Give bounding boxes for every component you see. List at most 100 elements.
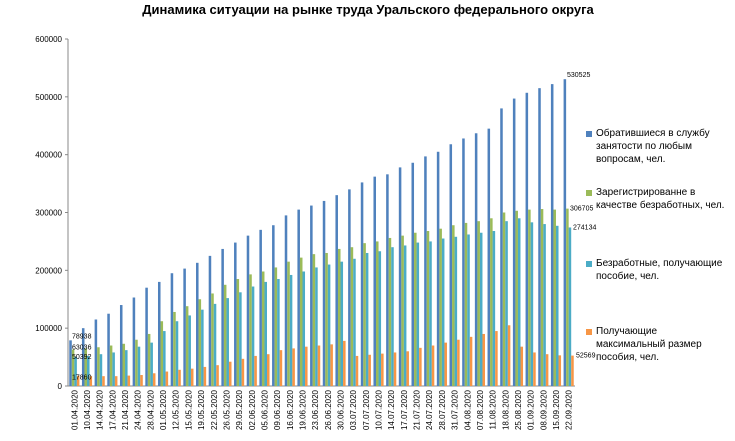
bar xyxy=(71,349,75,386)
data-label: 274134 xyxy=(573,224,596,231)
bar xyxy=(444,342,447,386)
bar xyxy=(241,358,245,386)
bar xyxy=(69,340,72,386)
bar xyxy=(226,298,229,386)
bar xyxy=(419,347,422,386)
bar xyxy=(228,361,232,386)
chart-title: Динамика ситуации на рынке труда Уральск… xyxy=(142,2,594,17)
legend-item: Зарегистрированне в качестве безработных… xyxy=(586,186,726,212)
y-tick-label: 500000 xyxy=(35,93,62,102)
x-tick-label: 21.04.2020 xyxy=(121,389,130,430)
bar xyxy=(173,311,176,386)
bar xyxy=(533,352,536,386)
bar xyxy=(74,356,77,386)
bar xyxy=(355,355,359,386)
bar xyxy=(512,98,516,387)
x-tick-label: 08.09.2020 xyxy=(539,389,548,430)
y-tick-label: 200000 xyxy=(35,266,62,275)
bar xyxy=(520,346,524,386)
bar xyxy=(109,345,113,386)
bar xyxy=(452,225,455,386)
bar xyxy=(310,205,313,386)
bar xyxy=(378,251,382,386)
bar xyxy=(203,366,207,386)
bar xyxy=(274,267,278,386)
bar xyxy=(507,325,511,386)
bar xyxy=(368,354,371,386)
bar xyxy=(127,375,131,386)
bar xyxy=(289,274,293,386)
bar xyxy=(97,347,100,386)
bar xyxy=(414,232,417,386)
data-label: 50392 xyxy=(72,354,92,361)
bar xyxy=(175,321,179,386)
x-tick-label: 17.04.2020 xyxy=(108,389,117,430)
x-tick-label: 16.06.2020 xyxy=(286,389,295,430)
bar xyxy=(163,331,166,386)
x-tick-label: 22.09.2020 xyxy=(565,389,574,430)
bar xyxy=(259,229,262,386)
bar xyxy=(502,212,506,386)
bar xyxy=(198,299,202,386)
y-tick-label: 0 xyxy=(58,382,63,391)
data-label: 17860 xyxy=(72,375,92,382)
bar xyxy=(261,271,265,386)
x-tick-label: 10.07.2020 xyxy=(375,389,384,430)
bar xyxy=(246,235,250,386)
bar xyxy=(94,319,98,386)
bar xyxy=(201,309,204,386)
x-tick-label: 23.06.2020 xyxy=(311,389,320,430)
bar xyxy=(449,144,453,386)
bar xyxy=(495,331,498,386)
bar xyxy=(464,222,468,386)
bar xyxy=(568,227,572,386)
bar xyxy=(297,209,300,386)
bar xyxy=(353,258,356,386)
bar xyxy=(563,79,567,386)
legend-item: Получающие максимальный размер пособия, … xyxy=(586,325,726,364)
bar xyxy=(401,235,404,386)
bar xyxy=(107,313,110,386)
bar xyxy=(330,344,333,386)
data-label: 530525 xyxy=(567,72,590,79)
bar xyxy=(540,209,544,386)
x-tick-label: 15.05.2020 xyxy=(184,389,193,430)
bar xyxy=(525,92,529,386)
bar xyxy=(376,241,379,386)
bar xyxy=(500,108,503,387)
x-tick-label: 07.07.2020 xyxy=(362,389,371,430)
data-label: 52569 xyxy=(576,353,596,360)
bar xyxy=(284,215,288,386)
bar xyxy=(424,156,427,386)
x-tick-label: 14.07.2020 xyxy=(387,389,396,430)
x-tick-label: 30.06.2020 xyxy=(337,389,346,430)
y-tick-label: 300000 xyxy=(35,209,62,218)
x-tick-label: 01.04.2020 xyxy=(70,389,79,430)
legend-label: Безработные, получающие пособие, чел. xyxy=(596,258,723,282)
bar xyxy=(299,257,303,386)
bar xyxy=(490,218,493,386)
x-tick-label: 01.05.2020 xyxy=(159,389,168,430)
bar xyxy=(266,354,270,386)
bar xyxy=(190,368,194,386)
bar xyxy=(315,267,318,386)
x-tick-label: 19.05.2020 xyxy=(197,389,206,430)
bar xyxy=(348,189,351,386)
bar xyxy=(165,371,169,386)
x-tick-label: 12.05.2020 xyxy=(172,389,181,430)
bar xyxy=(543,224,546,386)
bar xyxy=(292,348,295,386)
bar xyxy=(365,252,369,386)
bar xyxy=(477,221,480,386)
bar xyxy=(137,346,141,386)
legend-swatch xyxy=(586,329,592,335)
x-tick-label: 19.06.2020 xyxy=(298,389,307,430)
bar xyxy=(234,242,237,386)
x-tick-label: 28.07.2020 xyxy=(438,389,447,430)
bar xyxy=(482,333,486,386)
bar xyxy=(416,242,420,386)
bar xyxy=(566,208,569,386)
bar xyxy=(119,305,123,386)
bar xyxy=(208,255,212,386)
bar xyxy=(436,151,440,386)
